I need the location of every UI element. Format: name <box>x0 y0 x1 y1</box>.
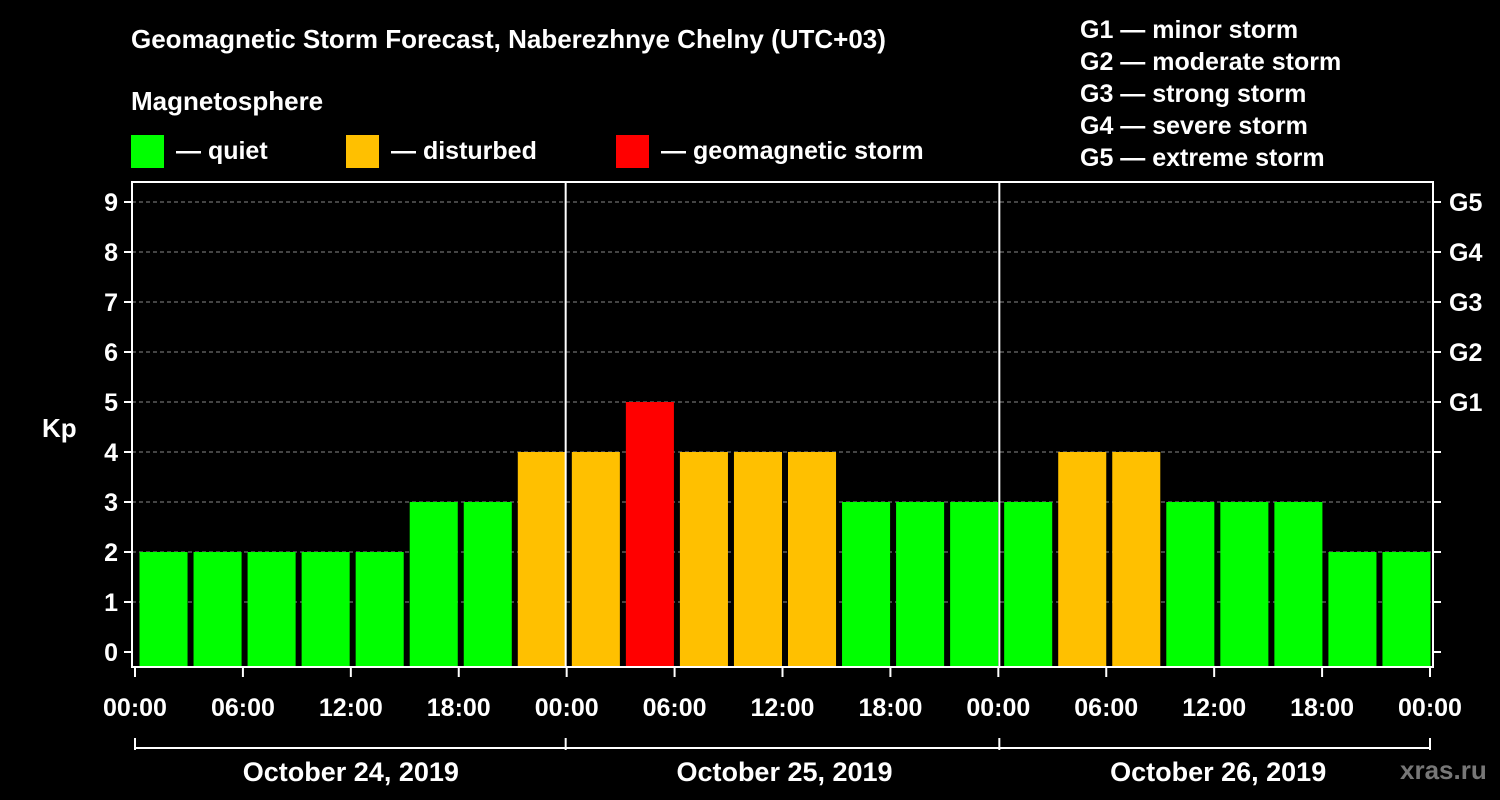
bar <box>733 452 782 667</box>
y-tick-label: 2 <box>104 539 118 567</box>
x-tick-label: 00:00 <box>1398 694 1462 722</box>
x-tick-label: 18:00 <box>427 694 491 722</box>
legend-storm: — geomagnetic storm <box>616 134 924 168</box>
g-scale-legend: G1 — minor storm G2 — moderate storm G3 … <box>1080 14 1341 174</box>
y-tick-label: 7 <box>104 289 118 317</box>
bar <box>193 552 242 667</box>
y-tick-label: 8 <box>104 239 118 267</box>
bar <box>788 452 837 667</box>
x-tick-label: 12:00 <box>319 694 383 722</box>
g-scale-legend-g3: G3 — strong storm <box>1080 80 1307 108</box>
y-tick-label: 9 <box>104 189 118 217</box>
g-scale-legend-g2: G2 — moderate storm <box>1080 48 1342 76</box>
bar <box>1166 502 1215 667</box>
bar <box>1328 552 1377 667</box>
g-scale-legend-g4: G4 — severe storm <box>1080 112 1308 140</box>
right-axis-label: G5 <box>1449 189 1482 217</box>
x-tick-label: 18:00 <box>1290 694 1354 722</box>
y-axis-label: Kp <box>42 413 77 443</box>
bar <box>463 502 512 667</box>
x-tick-label: 00:00 <box>103 694 167 722</box>
y-tick-label: 6 <box>104 339 118 367</box>
legend-swatch-storm <box>616 134 649 168</box>
x-tick-label: 12:00 <box>1182 694 1246 722</box>
bar <box>679 452 728 667</box>
bar <box>950 502 999 667</box>
bar <box>517 452 566 667</box>
legend-swatch-disturbed <box>346 134 379 168</box>
g-scale-legend-g5: G5 — extreme storm <box>1080 144 1325 172</box>
y-tick-label: 3 <box>104 489 118 517</box>
bar <box>896 502 945 667</box>
bar <box>1112 452 1161 667</box>
bar <box>301 552 350 667</box>
bar <box>1382 552 1431 667</box>
x-tick-label: 00:00 <box>535 694 599 722</box>
day-label: October 25, 2019 <box>676 757 892 787</box>
x-tick-label: 12:00 <box>751 694 815 722</box>
right-axis-label: G2 <box>1449 339 1482 367</box>
bar <box>842 502 891 667</box>
chart-title: Geomagnetic Storm Forecast, Naberezhnye … <box>131 24 886 54</box>
right-axis-label: G3 <box>1449 289 1482 317</box>
watermark: xras.ru <box>1400 755 1487 785</box>
x-tick-label: 06:00 <box>211 694 275 722</box>
day-label: October 26, 2019 <box>1110 757 1326 787</box>
right-axis-label: G4 <box>1449 239 1482 267</box>
legend-label-storm: — geomagnetic storm <box>661 136 924 165</box>
y-tick-label: 4 <box>104 439 118 467</box>
y-tick-label: 0 <box>104 639 118 667</box>
bar <box>247 552 296 667</box>
legend-quiet: — quiet <box>131 134 268 168</box>
x-tick-label: 18:00 <box>858 694 922 722</box>
day-label: October 24, 2019 <box>243 757 459 787</box>
bar <box>355 552 404 667</box>
x-tick-label: 00:00 <box>966 694 1030 722</box>
bar <box>1058 452 1107 667</box>
x-tick-label: 06:00 <box>643 694 707 722</box>
bar <box>625 402 674 667</box>
bar <box>409 502 458 667</box>
legend-label-quiet: — quiet <box>176 136 268 165</box>
legend-swatch-quiet <box>131 134 164 168</box>
g-scale-legend-g1: G1 — minor storm <box>1080 16 1299 44</box>
x-tick-label: 06:00 <box>1074 694 1138 722</box>
chart-subtitle: Magnetosphere <box>131 86 324 116</box>
bar <box>139 552 188 667</box>
right-axis-label: G1 <box>1449 389 1482 417</box>
bar <box>1004 502 1053 667</box>
bar <box>1274 502 1323 667</box>
bar <box>1220 502 1269 667</box>
bar <box>571 452 620 667</box>
legend-disturbed: — disturbed <box>346 134 537 168</box>
y-tick-label: 5 <box>104 389 118 417</box>
legend-label-disturbed: — disturbed <box>391 136 537 165</box>
y-tick-label: 1 <box>104 589 118 617</box>
